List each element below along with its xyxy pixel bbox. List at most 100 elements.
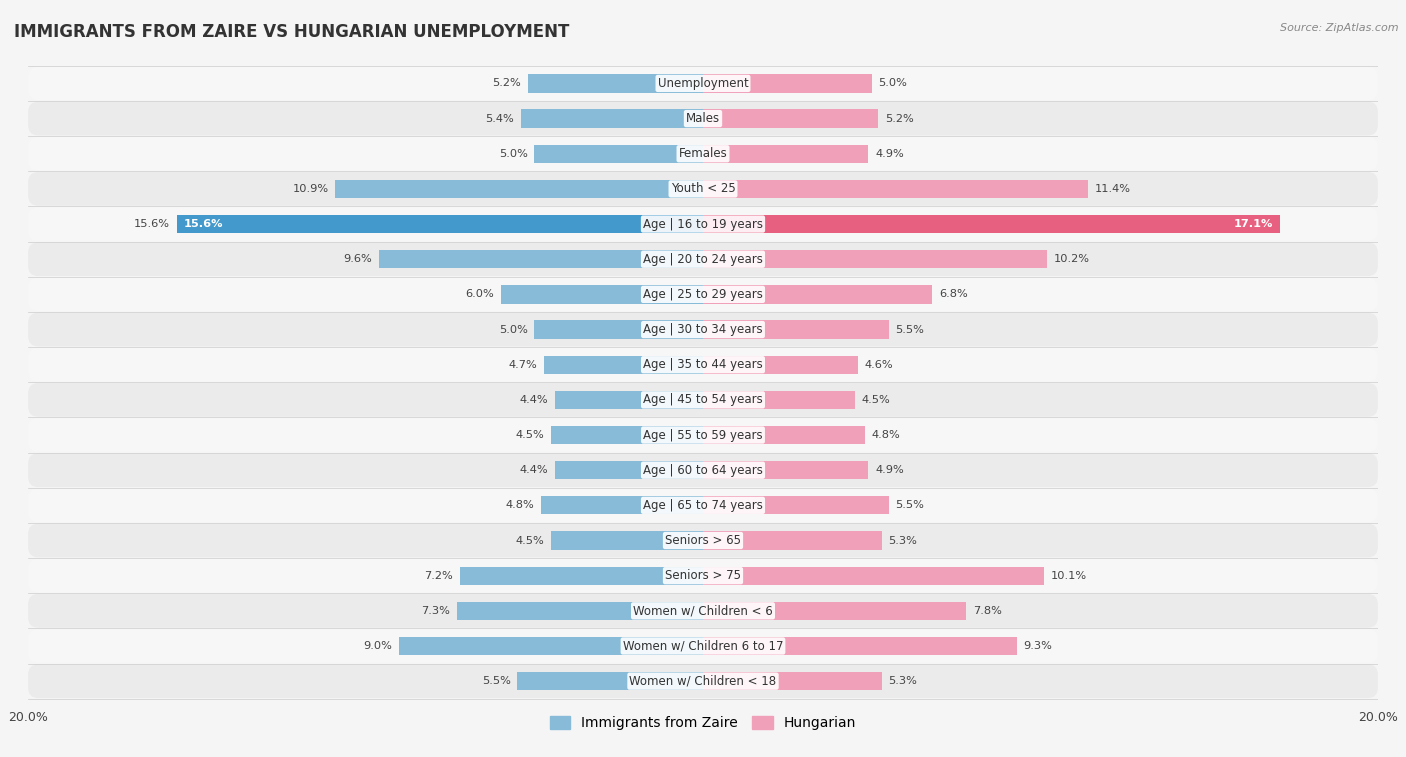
Text: 9.3%: 9.3%: [1024, 641, 1053, 651]
Bar: [703, 285, 932, 304]
Text: Seniors > 65: Seniors > 65: [665, 534, 741, 547]
Bar: [703, 179, 1088, 198]
Bar: [703, 74, 872, 92]
Bar: [703, 215, 1279, 233]
Text: 7.2%: 7.2%: [425, 571, 453, 581]
Text: 10.1%: 10.1%: [1050, 571, 1087, 581]
Text: 7.3%: 7.3%: [420, 606, 450, 616]
FancyBboxPatch shape: [28, 67, 1378, 100]
Text: 4.8%: 4.8%: [872, 430, 900, 440]
Text: Age | 65 to 74 years: Age | 65 to 74 years: [643, 499, 763, 512]
Bar: [177, 215, 703, 233]
FancyBboxPatch shape: [28, 101, 1378, 136]
Text: 4.9%: 4.9%: [875, 148, 904, 159]
Text: 5.0%: 5.0%: [499, 148, 527, 159]
Bar: [703, 566, 1043, 585]
Bar: [703, 391, 855, 409]
Text: Age | 30 to 34 years: Age | 30 to 34 years: [643, 323, 763, 336]
Text: 17.1%: 17.1%: [1234, 219, 1274, 229]
Text: Youth < 25: Youth < 25: [671, 182, 735, 195]
Text: 10.2%: 10.2%: [1054, 254, 1090, 264]
FancyBboxPatch shape: [28, 524, 1378, 557]
FancyBboxPatch shape: [28, 313, 1378, 347]
FancyBboxPatch shape: [28, 629, 1378, 663]
Bar: [703, 672, 882, 690]
Bar: [703, 356, 858, 374]
Bar: [703, 320, 889, 338]
Text: 6.8%: 6.8%: [939, 289, 967, 299]
Text: 6.0%: 6.0%: [465, 289, 494, 299]
Text: 9.0%: 9.0%: [364, 641, 392, 651]
Bar: [703, 637, 1017, 655]
Bar: [544, 356, 703, 374]
Text: Females: Females: [679, 148, 727, 160]
Bar: [551, 426, 703, 444]
FancyBboxPatch shape: [28, 488, 1378, 522]
Text: 7.8%: 7.8%: [973, 606, 1002, 616]
Bar: [541, 496, 703, 515]
Text: 5.0%: 5.0%: [879, 79, 907, 89]
Bar: [554, 391, 703, 409]
Bar: [554, 461, 703, 479]
Text: 15.6%: 15.6%: [183, 219, 222, 229]
Text: Women w/ Children < 6: Women w/ Children < 6: [633, 604, 773, 617]
Text: 4.8%: 4.8%: [506, 500, 534, 510]
Text: 11.4%: 11.4%: [1094, 184, 1130, 194]
FancyBboxPatch shape: [28, 278, 1378, 311]
Bar: [703, 145, 869, 163]
Text: Age | 55 to 59 years: Age | 55 to 59 years: [643, 428, 763, 441]
Bar: [534, 145, 703, 163]
FancyBboxPatch shape: [28, 559, 1378, 593]
Text: Age | 20 to 24 years: Age | 20 to 24 years: [643, 253, 763, 266]
Text: 5.5%: 5.5%: [482, 676, 510, 686]
Text: Source: ZipAtlas.com: Source: ZipAtlas.com: [1281, 23, 1399, 33]
Text: 9.6%: 9.6%: [343, 254, 373, 264]
Bar: [399, 637, 703, 655]
FancyBboxPatch shape: [28, 137, 1378, 170]
FancyBboxPatch shape: [28, 453, 1378, 487]
FancyBboxPatch shape: [28, 242, 1378, 276]
Text: 4.4%: 4.4%: [519, 395, 548, 405]
Bar: [703, 531, 882, 550]
Text: Males: Males: [686, 112, 720, 125]
Text: 4.5%: 4.5%: [516, 535, 544, 546]
Text: 5.2%: 5.2%: [492, 79, 520, 89]
Bar: [457, 602, 703, 620]
Bar: [703, 496, 889, 515]
Text: 4.9%: 4.9%: [875, 466, 904, 475]
Text: 4.4%: 4.4%: [519, 466, 548, 475]
FancyBboxPatch shape: [28, 594, 1378, 628]
Text: 4.7%: 4.7%: [509, 360, 537, 369]
Text: IMMIGRANTS FROM ZAIRE VS HUNGARIAN UNEMPLOYMENT: IMMIGRANTS FROM ZAIRE VS HUNGARIAN UNEMP…: [14, 23, 569, 41]
Text: Age | 45 to 54 years: Age | 45 to 54 years: [643, 394, 763, 407]
Text: 5.4%: 5.4%: [485, 114, 515, 123]
Bar: [520, 110, 703, 128]
Text: Age | 35 to 44 years: Age | 35 to 44 years: [643, 358, 763, 371]
Text: 5.3%: 5.3%: [889, 676, 918, 686]
Text: 5.5%: 5.5%: [896, 500, 924, 510]
Text: Age | 16 to 19 years: Age | 16 to 19 years: [643, 217, 763, 231]
Bar: [703, 110, 879, 128]
Text: 5.3%: 5.3%: [889, 535, 918, 546]
Text: 4.5%: 4.5%: [862, 395, 890, 405]
Text: Age | 60 to 64 years: Age | 60 to 64 years: [643, 464, 763, 477]
Text: Age | 25 to 29 years: Age | 25 to 29 years: [643, 288, 763, 301]
Bar: [517, 672, 703, 690]
FancyBboxPatch shape: [28, 665, 1378, 698]
Text: Women w/ Children < 18: Women w/ Children < 18: [630, 674, 776, 687]
Text: Seniors > 75: Seniors > 75: [665, 569, 741, 582]
Bar: [551, 531, 703, 550]
Text: 4.5%: 4.5%: [516, 430, 544, 440]
Bar: [703, 250, 1047, 269]
Bar: [460, 566, 703, 585]
Text: 15.6%: 15.6%: [134, 219, 170, 229]
FancyBboxPatch shape: [28, 172, 1378, 206]
Bar: [527, 74, 703, 92]
Text: 5.0%: 5.0%: [499, 325, 527, 335]
Bar: [501, 285, 703, 304]
FancyBboxPatch shape: [28, 383, 1378, 417]
Text: 5.2%: 5.2%: [886, 114, 914, 123]
Text: 10.9%: 10.9%: [292, 184, 329, 194]
Legend: Immigrants from Zaire, Hungarian: Immigrants from Zaire, Hungarian: [544, 711, 862, 736]
Bar: [335, 179, 703, 198]
